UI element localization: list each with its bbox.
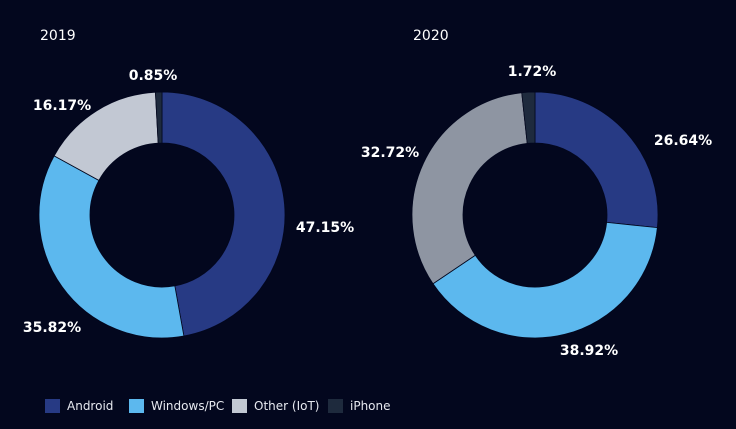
slice-2020-android xyxy=(534,91,659,229)
data-label-2020-android: 26.64% xyxy=(654,133,712,149)
data-label-2019-android: 47.15% xyxy=(296,220,354,236)
legend-swatch-iphone xyxy=(328,399,343,413)
legend-label-windows-pc: Windows/PC xyxy=(151,399,224,413)
data-label-2020-windows-pc: 38.92% xyxy=(560,343,618,359)
donut-chart-2020: 26.64% 38.92% 32.72% 1.72% xyxy=(361,64,712,359)
slice-2019-android xyxy=(161,91,286,337)
slice-2019-iphone xyxy=(155,91,163,144)
data-label-2020-other-iot: 32.72% xyxy=(361,145,419,161)
slice-2020-windows-pc xyxy=(432,221,658,339)
chart-2019-title: 2019 xyxy=(40,28,76,44)
chart-2020-title: 2020 xyxy=(413,28,449,44)
legend-swatch-android xyxy=(45,399,60,413)
slice-2020-iphone xyxy=(521,91,536,144)
legend-swatch-windows-pc xyxy=(129,399,144,413)
legend: Android Windows/PC Other (IoT) iPhone xyxy=(45,399,391,413)
donut-chart-2019: 47.15% 35.82% 16.17% 0.85% xyxy=(23,68,354,339)
slice-2019-windows-pc xyxy=(38,155,185,339)
data-label-2019-iphone: 0.85% xyxy=(129,68,178,84)
legend-label-other-iot: Other (IoT) xyxy=(254,399,319,413)
legend-swatch-other-iot xyxy=(232,399,247,413)
data-label-2019-other-iot: 16.17% xyxy=(33,98,91,114)
data-label-2019-windows-pc: 35.82% xyxy=(23,320,81,336)
legend-label-android: Android xyxy=(67,399,113,413)
slice-2020-other-iot xyxy=(411,92,528,285)
data-label-2020-iphone: 1.72% xyxy=(508,64,557,80)
legend-label-iphone: iPhone xyxy=(350,399,391,413)
